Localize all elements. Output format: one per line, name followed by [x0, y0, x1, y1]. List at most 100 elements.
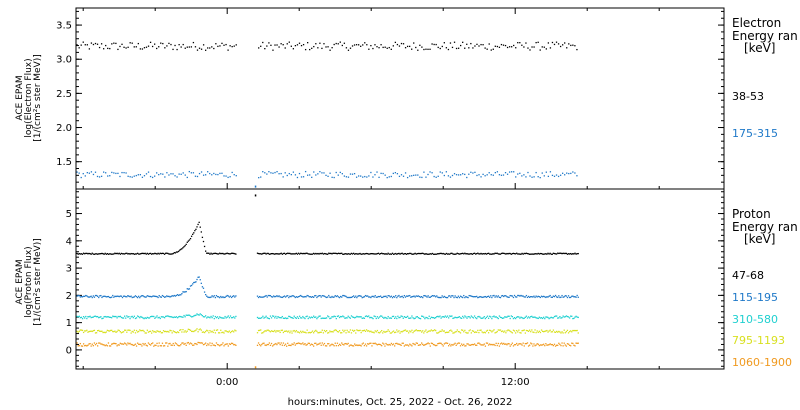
- data-point: [219, 332, 221, 334]
- data-point: [472, 296, 475, 298]
- data-point: [508, 296, 510, 298]
- data-point: [547, 175, 550, 178]
- data-point: [521, 252, 523, 255]
- data-point: [91, 343, 93, 345]
- data-point: [390, 317, 393, 319]
- data-point: [531, 296, 533, 298]
- data-point: [460, 174, 462, 176]
- data-point: [576, 48, 578, 51]
- data-point: [466, 296, 468, 298]
- data-point: [347, 331, 349, 333]
- data-point: [535, 295, 537, 297]
- data-point: [133, 329, 136, 331]
- data-point: [399, 253, 401, 255]
- data-point: [318, 315, 320, 317]
- data-point: [274, 329, 276, 332]
- data-point: [494, 332, 496, 334]
- data-point: [229, 253, 232, 255]
- data-point: [457, 47, 460, 49]
- data-point: [307, 332, 309, 334]
- data-point: [546, 296, 548, 298]
- data-point: [433, 329, 436, 331]
- data-point: [339, 41, 341, 43]
- data-point: [442, 330, 444, 332]
- data-point: [133, 344, 136, 346]
- data-point: [539, 296, 542, 299]
- data-point: [388, 253, 390, 255]
- data-point: [429, 171, 431, 173]
- data-point: [464, 345, 466, 347]
- data-point: [523, 252, 525, 255]
- data-point: [181, 248, 183, 250]
- data-point: [480, 176, 482, 178]
- data-point: [151, 45, 154, 48]
- data-point: [370, 316, 372, 319]
- data-point: [300, 294, 302, 297]
- data-point: [483, 253, 485, 255]
- data-point: [135, 253, 138, 255]
- data-point: [482, 173, 484, 176]
- data-point: [227, 295, 229, 297]
- data-point: [162, 173, 164, 175]
- data-point: [288, 344, 290, 347]
- data-point: [290, 344, 292, 347]
- data-point: [338, 296, 341, 299]
- data-point: [149, 252, 152, 255]
- data-point: [369, 331, 371, 333]
- data-point: [77, 345, 79, 347]
- data-point: [135, 174, 137, 177]
- data-point: [309, 332, 312, 334]
- data-point: [288, 330, 290, 332]
- data-point: [88, 296, 90, 298]
- data-point: [185, 344, 187, 346]
- data-point: [374, 315, 376, 318]
- data-point: [287, 252, 289, 254]
- electron-ylabel-line2: log(Electron Flux): [24, 58, 34, 137]
- data-point: [158, 342, 160, 344]
- data-point: [180, 343, 182, 346]
- data-point: [497, 253, 499, 255]
- data-point: [103, 316, 105, 318]
- data-point: [505, 295, 507, 297]
- data-point: [86, 295, 88, 297]
- data-point: [559, 296, 561, 299]
- data-point: [330, 252, 332, 255]
- data-point: [147, 253, 150, 255]
- data-point: [84, 317, 86, 319]
- data-point: [282, 317, 285, 319]
- data-point: [86, 171, 88, 174]
- data-point: [216, 329, 219, 331]
- data-point: [228, 296, 231, 298]
- data-point: [437, 343, 439, 345]
- data-point: [413, 295, 415, 297]
- data-point: [419, 330, 422, 332]
- data-point: [331, 295, 333, 298]
- data-point: [513, 253, 516, 255]
- data-point: [279, 253, 281, 255]
- data-point: [483, 316, 485, 318]
- data-point: [265, 294, 267, 297]
- data-point: [179, 329, 181, 331]
- data-point: [100, 316, 102, 318]
- data-point: [195, 314, 197, 316]
- data-point: [220, 316, 222, 319]
- data-point: [435, 344, 437, 347]
- data-point: [388, 343, 390, 346]
- data-point: [290, 253, 292, 255]
- data-point: [519, 331, 521, 334]
- data-point: [481, 317, 483, 319]
- data-point: [168, 331, 170, 333]
- data-point: [324, 317, 327, 319]
- data-point: [149, 316, 152, 318]
- data-point: [411, 345, 413, 347]
- data-point: [324, 296, 327, 298]
- proton-legend-unit: [keV]: [744, 232, 775, 246]
- data-point: [409, 252, 411, 255]
- data-point: [459, 332, 462, 334]
- data-point: [304, 295, 306, 298]
- data-point: [371, 331, 373, 333]
- data-point: [494, 172, 496, 174]
- data-point: [338, 343, 341, 346]
- data-point: [162, 295, 165, 298]
- data-point: [92, 43, 95, 46]
